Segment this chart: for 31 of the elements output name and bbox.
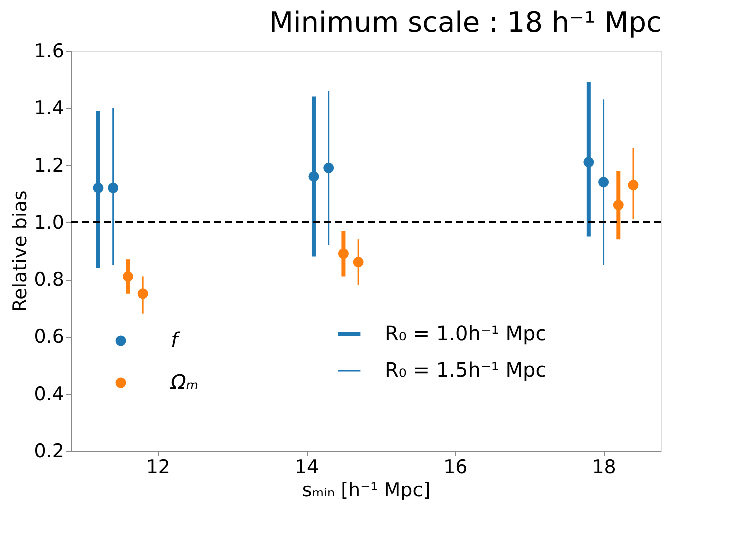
chart-title: Minimum scale : 18 h⁻¹ Mpc — [269, 6, 662, 39]
x-tick-label: 14 — [294, 456, 320, 478]
x-tick-label: 18 — [592, 456, 616, 478]
y-tick-label: 0.2 — [34, 440, 64, 462]
legend-label: f — [171, 328, 181, 352]
legend-label: Ωₘ — [170, 370, 199, 394]
y-tick-label: 1.0 — [34, 212, 64, 234]
x-tick-label: 12 — [146, 456, 171, 478]
y-axis-title: Relative bias — [9, 190, 32, 312]
y-tick-label: 1.2 — [34, 154, 64, 177]
point — [628, 180, 639, 191]
point — [338, 248, 349, 260]
point — [308, 171, 320, 182]
point — [613, 200, 624, 211]
point — [108, 182, 119, 194]
x-tick-label: 16 — [444, 456, 468, 478]
point — [353, 257, 364, 268]
point — [598, 177, 610, 188]
y-tick-label: 0.6 — [34, 326, 64, 348]
x-axis-title: sₘᵢₙ [h⁻¹ Mpc] — [302, 480, 431, 502]
y-tick-label: 0.4 — [34, 383, 64, 406]
point — [122, 271, 134, 282]
point — [324, 162, 334, 174]
annotation: R₀ = 1.5h⁻¹ Mpc — [385, 358, 547, 382]
y-tick-label: 1.4 — [34, 98, 64, 120]
point — [93, 182, 104, 194]
point — [584, 157, 594, 168]
point — [138, 288, 148, 300]
y-tick-label: 0.8 — [34, 269, 64, 292]
y-tick-label: 1.6 — [34, 40, 64, 62]
annotation: R₀ = 1.0h⁻¹ Mpc — [385, 322, 547, 346]
